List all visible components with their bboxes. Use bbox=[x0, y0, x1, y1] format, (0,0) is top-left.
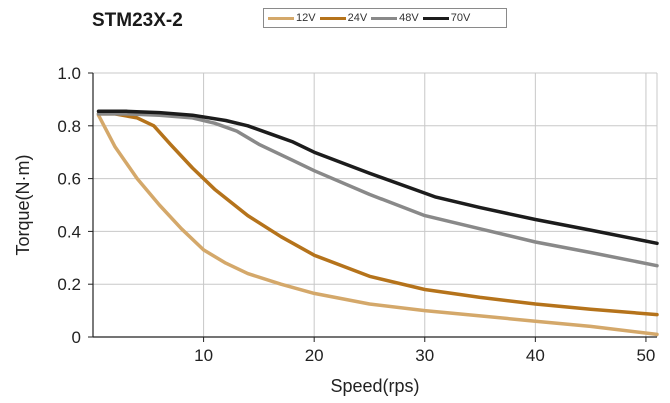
legend-label: 70V bbox=[450, 12, 471, 24]
x-tick-label: 10 bbox=[194, 346, 213, 365]
series-line-12V bbox=[96, 113, 659, 337]
y-tick-label: 0.6 bbox=[57, 170, 81, 189]
y-tick-label: 0.4 bbox=[57, 222, 81, 241]
x-axis-label: Speed(rps) bbox=[330, 376, 419, 396]
series-line-70V bbox=[96, 109, 659, 246]
x-tick-label: 20 bbox=[305, 346, 324, 365]
legend-label: 12V bbox=[296, 12, 316, 24]
legend-swatch bbox=[371, 16, 398, 20]
legend: 12V 24V 48V 70V bbox=[263, 8, 507, 28]
y-tick-label: 0 bbox=[72, 328, 81, 347]
legend-item: 12V bbox=[268, 12, 316, 24]
x-tick-label: 50 bbox=[636, 346, 655, 365]
y-tick-label: 1.0 bbox=[57, 64, 81, 83]
chart-title: STM23X-2 bbox=[92, 10, 183, 31]
x-tick-label: 30 bbox=[415, 346, 434, 365]
legend-item: 48V bbox=[371, 12, 419, 24]
legend-label: 24V bbox=[347, 12, 368, 24]
y-tick-label: 0.8 bbox=[57, 117, 81, 136]
legend-item: 24V bbox=[319, 12, 368, 24]
series-line-48V bbox=[96, 112, 659, 268]
series-line-24V bbox=[96, 112, 659, 317]
legend-swatch bbox=[268, 16, 294, 20]
y-axis-label: Torque(N·m) bbox=[13, 154, 33, 255]
legend-swatch bbox=[422, 16, 449, 20]
legend-item: 70V bbox=[422, 12, 471, 24]
legend-label: 48V bbox=[399, 12, 419, 24]
legend-swatch bbox=[319, 16, 346, 20]
y-tick-label: 0.2 bbox=[57, 275, 81, 294]
x-tick-label: 40 bbox=[526, 346, 545, 365]
